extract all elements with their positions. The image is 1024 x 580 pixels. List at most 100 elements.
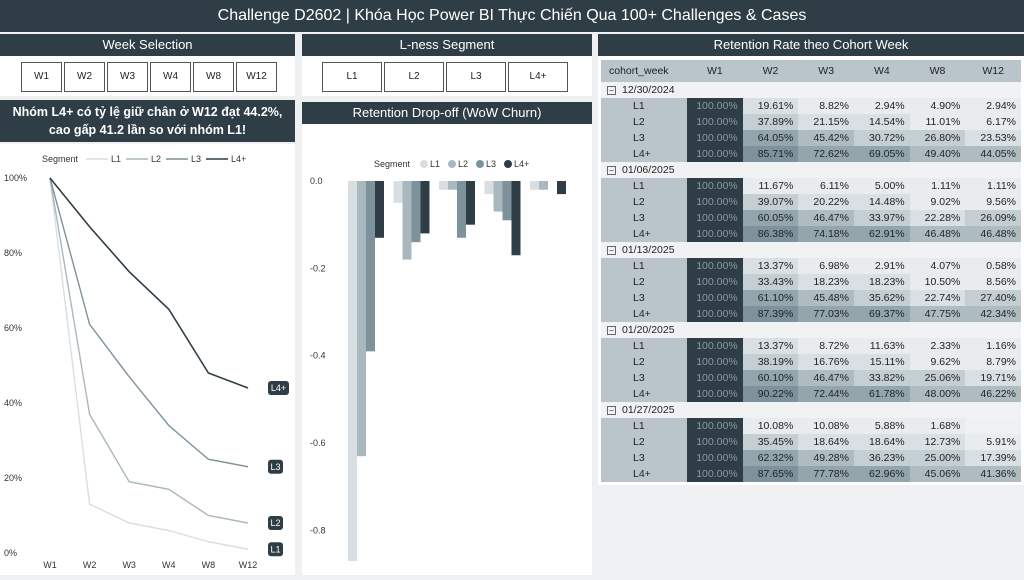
segment-option-l3[interactable]: L3 [446, 62, 506, 92]
table-row: L1 100.00% 11.67% 6.11% 5.00% 1.11% 1.11% [601, 178, 1021, 194]
retention-cell: 13.37% [742, 338, 799, 354]
retention-cell: 2.33% [909, 338, 966, 354]
week-option-w8[interactable]: W8 [193, 62, 234, 92]
bar-legend-dot-L1 [420, 160, 428, 168]
table-row: L4+ 100.00% 90.22% 72.44% 61.78% 48.00% 46.22% [601, 386, 1021, 402]
line-y-tick: 20% [4, 473, 22, 483]
column-header-w12[interactable]: W12 [965, 60, 1021, 82]
retention-cell: 100.00% [687, 290, 743, 306]
bar-W2-L3 [366, 181, 375, 352]
retention-cell: 46.48% [965, 226, 1021, 242]
collapse-icon[interactable]: − [607, 245, 616, 255]
column-header-w1[interactable]: W1 [687, 60, 743, 82]
line-legend-label-L3: L3 [191, 154, 201, 164]
retention-cell: 100.00% [687, 354, 743, 370]
retention-cell: 9.02% [909, 194, 966, 210]
retention-cell: 1.68% [909, 418, 966, 434]
segment-label: L3 [601, 450, 688, 466]
collapse-icon[interactable]: − [607, 325, 616, 335]
table-row: L4+ 100.00% 87.65% 77.78% 62.96% 45.06% 41.36% [601, 466, 1021, 482]
column-header-w3[interactable]: W3 [798, 60, 854, 82]
svg-text:L3: L3 [270, 462, 280, 472]
week-option-w2[interactable]: W2 [64, 62, 105, 92]
bar-y-tick: -0.8 [310, 525, 326, 535]
cohort-group-row[interactable]: −01/06/2025 [601, 162, 1021, 178]
retention-cell: 39.07% [742, 194, 799, 210]
retention-cell: 100.00% [687, 114, 743, 130]
week-option-w3[interactable]: W3 [107, 62, 148, 92]
retention-cell: 44.05% [965, 146, 1021, 162]
table-row: L4+ 100.00% 86.38% 74.18% 62.91% 46.48% 46.48% [601, 226, 1021, 242]
bar-y-tick: -0.4 [310, 351, 326, 361]
retention-cell: 100.00% [687, 226, 743, 242]
bar-W4-L1 [439, 181, 448, 190]
cohort-group-row[interactable]: −12/30/2024 [601, 82, 1021, 98]
retention-cell: 8.82% [798, 98, 854, 114]
retention-cell: 1.16% [965, 338, 1021, 354]
segment-option-l1[interactable]: L1 [322, 62, 382, 92]
week-selection-panel: Week Selection W1 W2 W3 W4 W8 W12 [0, 34, 295, 96]
retention-cell: 30.72% [853, 130, 910, 146]
segment-label: L1 [601, 338, 688, 354]
segment-label: L4+ [601, 466, 688, 482]
week-option-w1[interactable]: W1 [21, 62, 62, 92]
churn-bar-chart-panel: Retention Drop-off (WoW Churn) Segment L1… [302, 102, 592, 575]
bar-W3-L2 [402, 181, 412, 260]
retention-cell: 4.07% [909, 258, 966, 274]
churn-bar-chart: SegmentL1L2L3L4+0.0-0.2-0.4-0.6-0.8W2W3W… [310, 159, 566, 561]
retention-cell: 100.00% [687, 370, 743, 386]
retention-cell: 45.06% [909, 466, 966, 482]
table-row: L4+ 100.00% 87.39% 77.03% 69.37% 47.75% 42.34% [601, 306, 1021, 322]
retention-cell: 13.37% [742, 258, 799, 274]
retention-cell: 74.18% [798, 226, 854, 242]
segment-option-l2[interactable]: L2 [384, 62, 444, 92]
retention-cell: 5.00% [853, 178, 910, 194]
retention-table-heading: Retention Rate theo Cohort Week [598, 34, 1024, 56]
collapse-icon[interactable]: − [607, 405, 616, 415]
cohort-group-row[interactable]: −01/27/2025 [601, 402, 1021, 418]
collapse-icon[interactable]: − [607, 85, 616, 95]
segment-label: L3 [601, 130, 688, 146]
table-row: L2 100.00% 37.89% 21.15% 14.54% 11.01% 6.17% [601, 114, 1021, 130]
retention-cell: 4.90% [909, 98, 966, 114]
lness-segment-panel: L-ness Segment L1 L2 L3 L4+ [302, 34, 592, 96]
week-option-w4[interactable]: W4 [150, 62, 191, 92]
retention-cell: 19.61% [742, 98, 799, 114]
retention-cell: 100.00% [687, 466, 743, 482]
line-end-label-L2: L2 [268, 516, 283, 530]
segment-label: L2 [601, 274, 688, 290]
week-option-w12[interactable]: W12 [236, 62, 277, 92]
line-x-tick: W4 [162, 560, 176, 570]
bar-W2-L4+ [375, 181, 384, 238]
cohort-group-row[interactable]: −01/13/2025 [601, 242, 1021, 258]
retention-cell: 33.82% [853, 370, 910, 386]
cohort-group-row[interactable]: −01/20/2025 [601, 322, 1021, 338]
column-header-w2[interactable]: W2 [742, 60, 799, 82]
line-y-tick: 40% [4, 398, 22, 408]
bar-legend-dot-L2 [448, 160, 456, 168]
retention-cell: 69.37% [853, 306, 910, 322]
column-header-w8[interactable]: W8 [909, 60, 966, 82]
column-header-cohort-week[interactable]: cohort_week [601, 60, 688, 82]
retention-cell: 100.00% [687, 98, 743, 114]
bar-y-tick: -0.6 [310, 438, 326, 448]
retention-cell: 38.19% [742, 354, 799, 370]
retention-cell: 10.08% [798, 418, 854, 434]
segment-option-l4plus[interactable]: L4+ [508, 62, 568, 92]
bar-W8-L2 [493, 181, 503, 212]
retention-cell: 47.75% [909, 306, 966, 322]
bar-W2-L2 [357, 181, 366, 457]
table-row: L3 100.00% 60.10% 46.47% 33.82% 25.06% 19.71% [601, 370, 1021, 386]
retention-cell: 42.34% [965, 306, 1021, 322]
svg-text:L1: L1 [270, 544, 280, 554]
table-row: L2 100.00% 35.45% 18.64% 18.64% 12.73% 5.91% [601, 434, 1021, 450]
bar-W12-L1 [530, 181, 539, 190]
retention-cell: 18.64% [798, 434, 854, 450]
column-header-w4[interactable]: W4 [853, 60, 910, 82]
collapse-icon[interactable]: − [607, 165, 616, 175]
retention-cell: 100.00% [687, 338, 743, 354]
dashboard-title: Challenge D2602 | Khóa Học Power BI Thực… [0, 0, 1024, 32]
line-y-tick: 0% [4, 548, 17, 558]
bar-legend-dot-L4+ [504, 160, 512, 168]
retention-cell: 100.00% [687, 130, 743, 146]
